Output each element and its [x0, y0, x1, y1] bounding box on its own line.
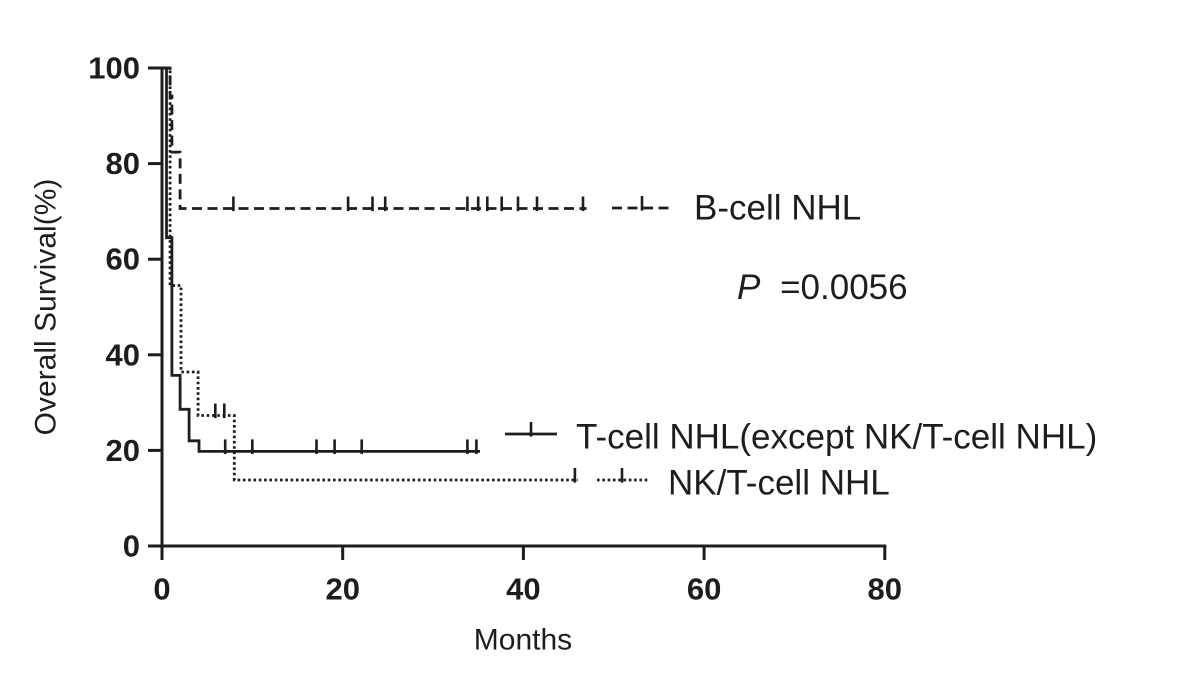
y-axis-tick-label: 100: [88, 51, 140, 86]
legend-swatches: [505, 196, 672, 483]
y-axis-tick-label: 0: [123, 529, 140, 564]
legend-label-nk-t-cell-nhl: NK/T-cell NHL: [668, 464, 890, 503]
x-axis-tick-label: 0: [153, 572, 170, 607]
x-axis-tick-label: 20: [325, 572, 359, 607]
y-axis-tick-label: 60: [106, 242, 140, 277]
legend-label-t-cell-nhl: T-cell NHL(except NK/T-cell NHL): [576, 418, 1097, 457]
y-axis-tick-label: 40: [106, 337, 140, 372]
curve-t-cell-nhl-except-nk-t-cell-nhl: [162, 66, 480, 453]
x-axis-tick-label: 40: [506, 572, 540, 607]
p-symbol: P: [737, 268, 761, 307]
x-axis-tick-label: 60: [687, 572, 721, 607]
curve-nk-t-cell-nhl: [162, 66, 578, 482]
survival-curves: [162, 66, 587, 483]
x-axis-title: Months: [474, 624, 572, 657]
legend-label-b-cell-nhl: B-cell NHL: [694, 189, 861, 228]
y-axis-title: Overall Survival(%): [30, 179, 63, 436]
x-axis-tick-label: 80: [868, 572, 902, 607]
y-axis-tick-label: 80: [106, 146, 140, 181]
axes: 0 20 40 60 80 100 0 20 40 60 80: [88, 51, 902, 607]
y-axis-tick-label: 20: [106, 433, 140, 468]
p-value-text: =0.0056: [780, 268, 908, 307]
curve-b-cell-nhl: [162, 66, 587, 210]
p-value-annotation: P =0.0056: [737, 268, 908, 307]
